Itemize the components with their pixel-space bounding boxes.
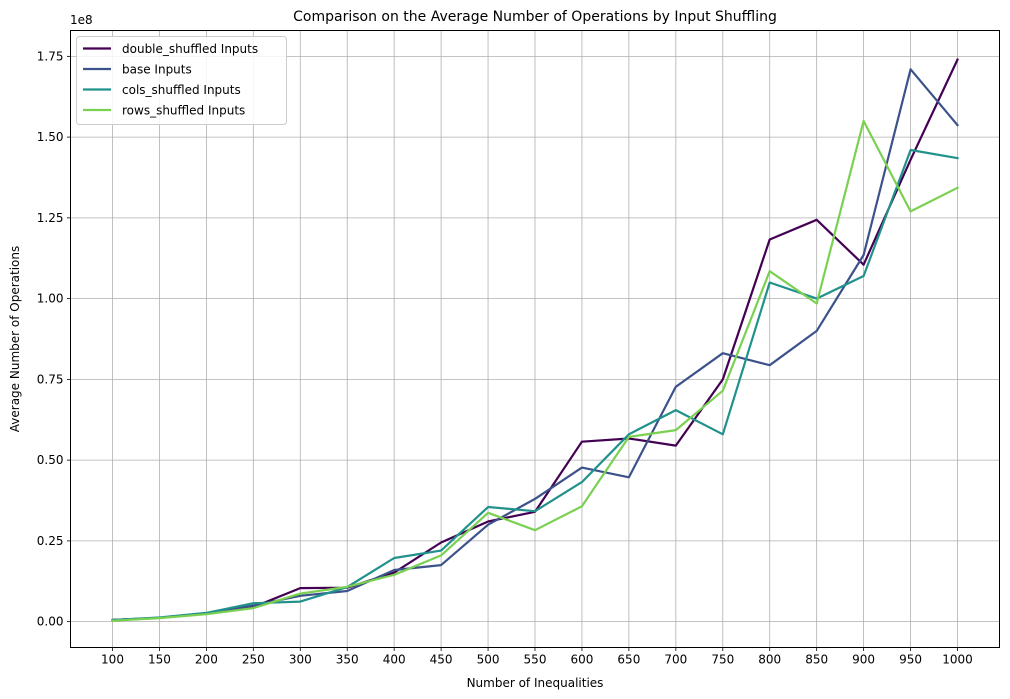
x-tick-label: 850 <box>805 653 828 667</box>
x-tick-label: 900 <box>852 653 875 667</box>
legend: double_shuffled Inputs base Inputs cols_sh… <box>76 36 287 125</box>
x-tick-label: 250 <box>242 653 265 667</box>
x-tick-label: 750 <box>711 653 734 667</box>
y-offset-label: 1e8 <box>70 13 93 27</box>
grid <box>70 30 1000 648</box>
x-axis-ticks: 100 150 200 250 300 350 400 450 500 550 600 650 700 7… <box>101 647 973 667</box>
x-tick-label: 300 <box>289 653 312 667</box>
series-line-3 <box>111 148 959 622</box>
x-tick-label: 950 <box>899 653 922 667</box>
legend-entry: cols_shuffled Inputs <box>122 83 241 97</box>
y-tick-label: 0.25 <box>37 534 64 548</box>
legend-box <box>76 36 287 125</box>
y-tick-label: 1.50 <box>37 130 64 144</box>
x-tick-label: 1000 <box>942 653 973 667</box>
y-tick-label: 0.50 <box>37 453 64 467</box>
legend-entry: double_shuffled Inputs <box>122 42 258 56</box>
x-tick-label: 400 <box>383 653 406 667</box>
x-tick-label: 200 <box>195 653 218 667</box>
x-tick-label: 500 <box>477 653 500 667</box>
x-tick-label: 450 <box>430 653 453 667</box>
y-tick-label: 1.25 <box>37 211 64 225</box>
x-tick-label: 350 <box>336 653 359 667</box>
chart-title: Comparison on the Average Number of Oper… <box>293 9 777 25</box>
y-tick-label: 1.75 <box>37 49 64 63</box>
y-tick-label: 0.00 <box>37 615 64 629</box>
series-line-2 <box>111 68 960 622</box>
y-axis-label: Average Number of Operations <box>8 246 22 432</box>
x-tick-label: 100 <box>101 653 124 667</box>
y-axis-ticks: 0.00 0.25 0.50 0.75 1.00 1.25 1.50 1.75 <box>37 49 71 629</box>
x-tick-label: 800 <box>758 653 781 667</box>
x-tick-label: 600 <box>570 653 593 667</box>
x-tick-label: 650 <box>617 653 640 667</box>
series-lines <box>111 58 960 622</box>
legend-entry: rows_shuffled Inputs <box>122 104 245 118</box>
x-tick-label: 700 <box>664 653 687 667</box>
legend-entry: base Inputs <box>122 63 192 77</box>
x-tick-label: 150 <box>148 653 171 667</box>
series-line-4 <box>111 119 959 622</box>
x-axis-label: Number of Inequalities <box>467 676 604 690</box>
y-tick-label: 0.75 <box>37 372 64 386</box>
x-tick-label: 550 <box>524 653 547 667</box>
y-tick-label: 1.00 <box>37 292 64 306</box>
